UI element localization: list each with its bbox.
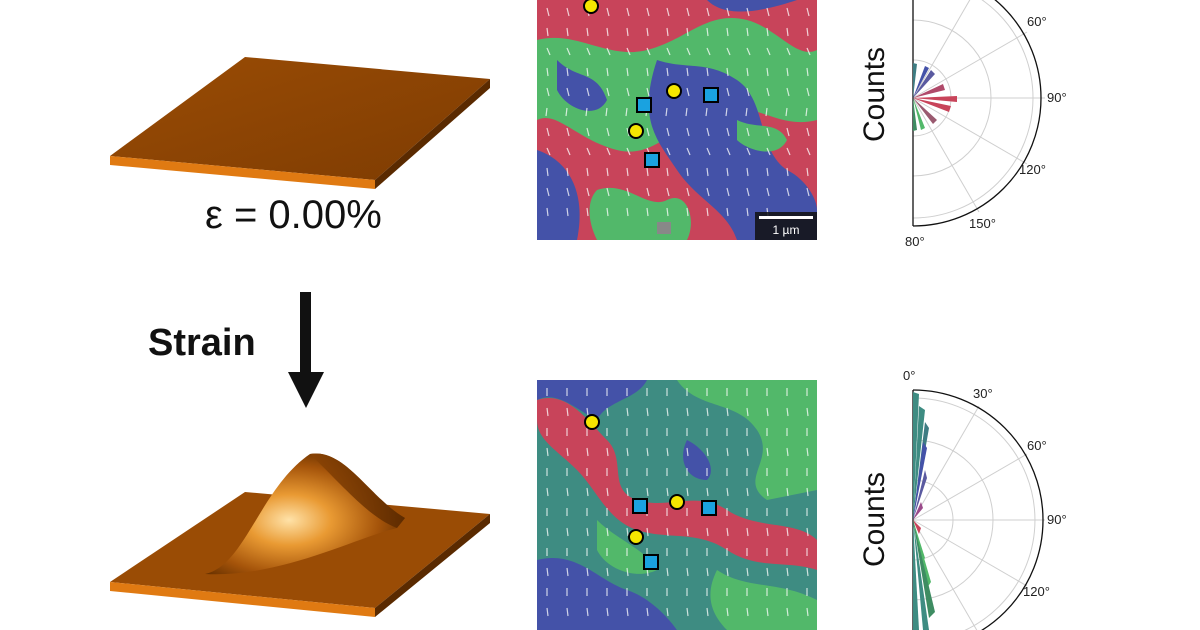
polar-top-tick-150: 150° — [969, 216, 996, 231]
polar-histogram-unstrained: 60° 90° 120° 150° 80° — [905, 0, 1067, 249]
polar-bars — [913, 392, 935, 630]
polar-bottom-ylabel: Counts — [858, 471, 891, 567]
down-arrow-icon — [288, 292, 324, 408]
strain-arrow-label: Strain — [148, 322, 256, 364]
marker-square — [701, 500, 717, 516]
marker-circle — [628, 529, 644, 545]
marker-circle — [584, 414, 600, 430]
flat-plate-illustration — [110, 57, 490, 189]
polar-top-tick-120: 120° — [1019, 162, 1046, 177]
polar-top-ylabel: Counts — [858, 46, 891, 142]
marker-circle — [583, 0, 599, 14]
marker-square — [636, 97, 652, 113]
marker-square — [703, 87, 719, 103]
marker-square — [632, 498, 648, 514]
marker-circle — [669, 494, 685, 510]
orientation-map-strained — [537, 380, 817, 630]
polar-bottom-tick-0: 0° — [903, 368, 915, 383]
polar-top-tick-180: 80° — [905, 234, 925, 249]
strained-plate-illustration — [110, 453, 490, 617]
marker-square — [644, 152, 660, 168]
scale-bar-label: 1 µm — [773, 223, 800, 237]
polar-bottom-tick-60: 60° — [1027, 438, 1047, 453]
polar-bottom-tick-90: 90° — [1047, 512, 1067, 527]
marker-square — [643, 554, 659, 570]
orientation-map-unstrained: 1 µm — [537, 0, 817, 240]
polar-bottom-tick-120: 120° — [1023, 584, 1050, 599]
polar-bottom-tick-30: 30° — [973, 386, 993, 401]
polar-top-tick-90: 90° — [1047, 90, 1067, 105]
polar-histogram-strained: 0° 30° 60° 90° 120° — [903, 368, 1067, 630]
polar-top-tick-60: 60° — [1027, 14, 1047, 29]
polar-bars — [913, 63, 957, 131]
strain-value-label: ε = 0.00% — [205, 193, 382, 237]
marker-circle — [628, 123, 644, 139]
scale-bar — [759, 216, 813, 219]
marker-circle — [666, 83, 682, 99]
